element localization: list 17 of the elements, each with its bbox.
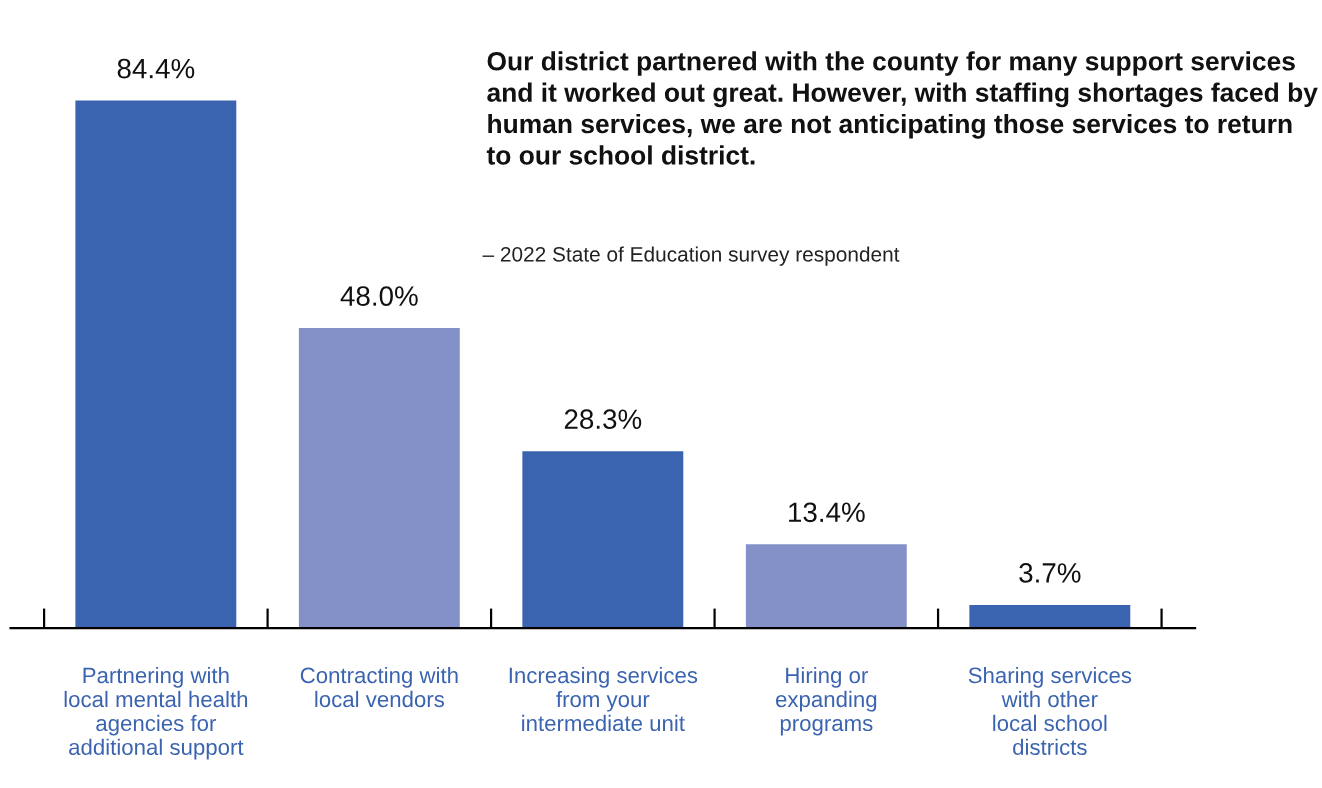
data-label: 84.4% (117, 58, 195, 79)
x-tick-label: Partnering with local mental health agencies for additional support (64, 666, 248, 760)
data-label: 13.4% (789, 502, 865, 523)
data-label: 48.0% (340, 286, 418, 306)
x-tick-label: Contracting with local vendors (300, 666, 458, 708)
annotation: – 2022 State of Education survey respondent (482, 246, 900, 266)
x-tick-label: Hiring or expanding programs (775, 666, 877, 736)
annotation: Our district partnered with the county for many support services and it worked out great. However, with staffing shortages faced by human services, we are not anticipating those services to return to our school district. (486, 51, 1318, 165)
bar (745, 544, 907, 629)
bar (969, 604, 1131, 629)
x-tick-label: Increasing services from your intermediate unit (509, 666, 698, 732)
bar (298, 328, 460, 629)
bar (75, 100, 237, 629)
data-label: 3.7% (1019, 563, 1081, 583)
x-tick-label: Sharing services with other local school districts (968, 666, 1132, 756)
bar (522, 451, 684, 629)
data-label: 28.3% (564, 409, 642, 430)
